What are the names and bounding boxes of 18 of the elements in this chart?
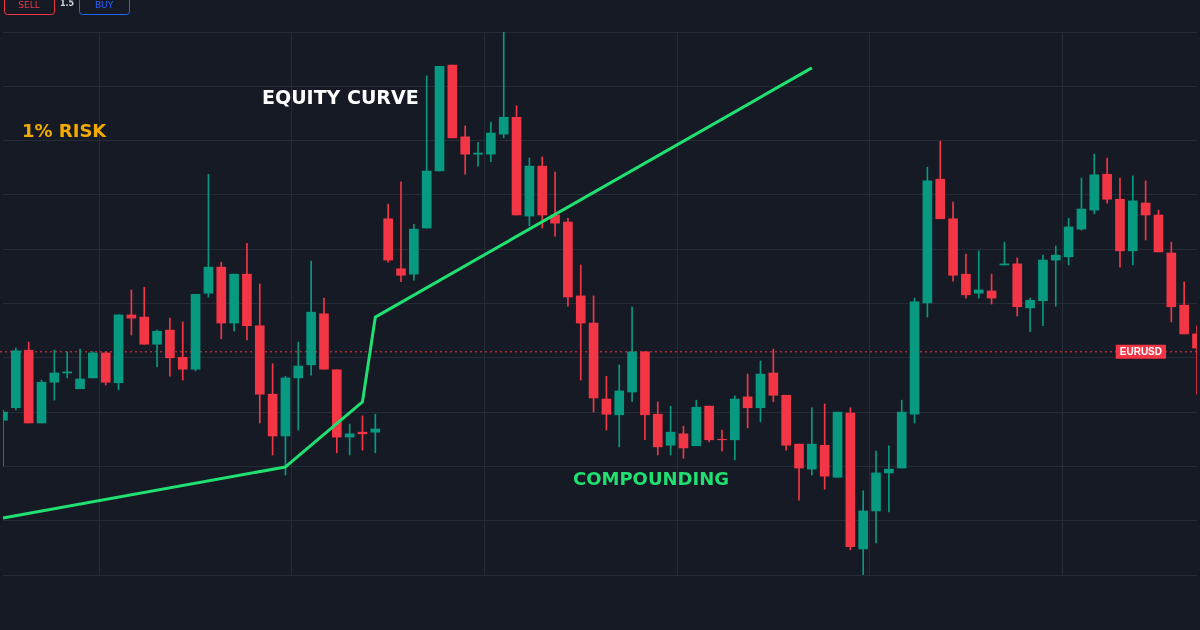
candlestick (498, 32, 509, 139)
candlestick (575, 264, 586, 381)
annotation: 1% RISK (22, 119, 108, 141)
annotation: EQUITY CURVE (262, 85, 419, 108)
candlestick (884, 445, 894, 513)
candlestick (1050, 245, 1061, 307)
candlestick (973, 250, 984, 299)
candlestick (75, 348, 85, 390)
candlestick (473, 141, 483, 167)
text: 1.5 (60, 0, 75, 9)
candlestick (293, 341, 304, 431)
ref-line-label: EURUSD (1119, 345, 1163, 357)
candlestick (370, 413, 381, 454)
candlestick (1025, 297, 1035, 333)
text: BUY (94, 0, 114, 11)
annotation: COMPOUNDING (573, 467, 730, 489)
candlestick (396, 181, 406, 283)
text: SELL (18, 0, 40, 11)
